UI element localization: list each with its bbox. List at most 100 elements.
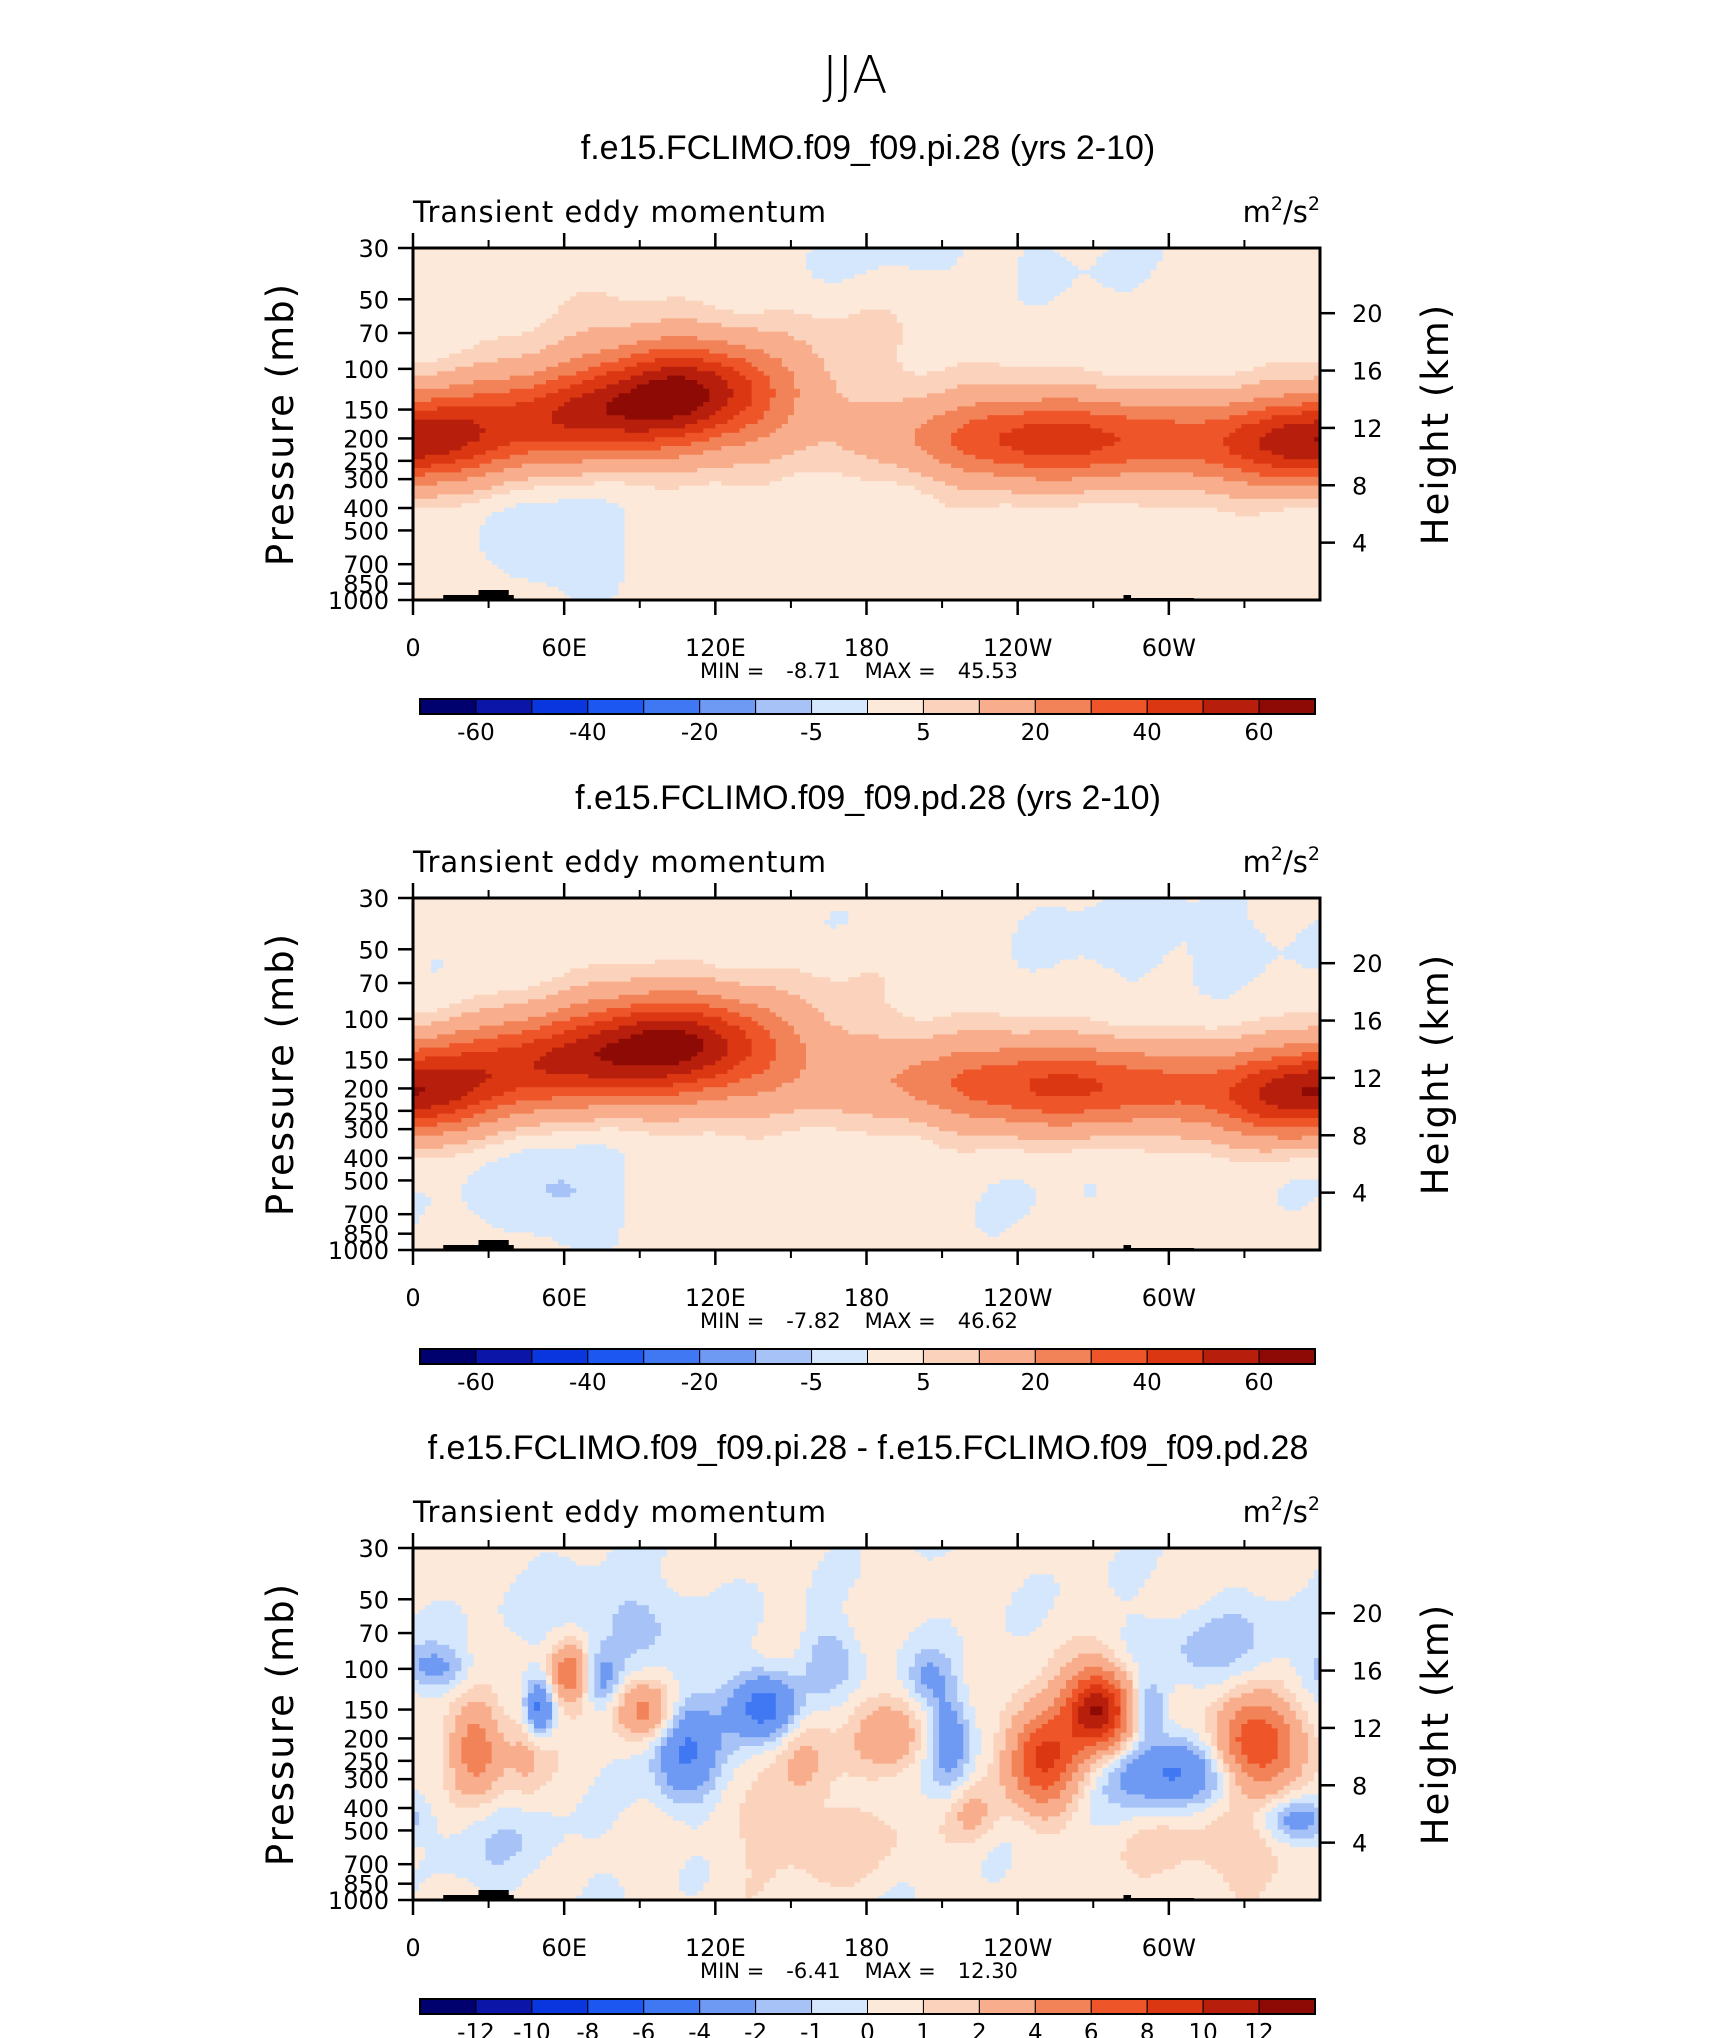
- colorbar-label: -4: [688, 2020, 711, 2038]
- colorbar-swatch: [1146, 1998, 1204, 2015]
- y-tick-label: 50: [358, 1586, 389, 1614]
- contour-field: [413, 1548, 1321, 1901]
- colorbar-swatch: [755, 1998, 813, 2015]
- y-tick-label: 70: [358, 1620, 389, 1648]
- colorbar-swatch: [531, 1348, 589, 1365]
- min-max-summary: MIN = -6.41 MAX = 12.30: [700, 1959, 1018, 1983]
- y-right-tick-label: 8: [1352, 1772, 1367, 1800]
- y-axis-label: Pressure (mb): [259, 282, 302, 566]
- colorbar-label: 8: [1140, 2020, 1155, 2038]
- x-tick-label: 120E: [685, 634, 746, 662]
- colorbar-label: 4: [1028, 2020, 1043, 2038]
- y-tick-label: 30: [358, 235, 389, 263]
- colorbar-swatch: [1258, 1348, 1316, 1365]
- colorbar-label: 10: [1188, 2020, 1217, 2038]
- y-tick-label: 850: [343, 1221, 389, 1249]
- y-tick-label: 50: [358, 936, 389, 964]
- colorbar-swatch: [531, 1998, 589, 2015]
- colorbar-label: 40: [1133, 720, 1162, 746]
- colorbar-swatch: [531, 698, 589, 715]
- colorbar-swatch: [699, 698, 757, 715]
- y-right-tick-label: 4: [1352, 530, 1367, 558]
- units-string: m2/s2: [1243, 193, 1320, 229]
- y-right-tick-label: 20: [1352, 300, 1383, 328]
- y-tick-label: 300: [343, 1116, 389, 1144]
- min-max-summary: MIN = -7.82 MAX = 46.62: [700, 1309, 1018, 1333]
- units-string: m2/s2: [1243, 1493, 1320, 1529]
- y-right-tick-label: 20: [1352, 1600, 1383, 1628]
- colorbar: -60 -40 -20 -5 5 20 40 60: [419, 698, 1316, 746]
- y-axis-label: Pressure (mb): [259, 1582, 302, 1866]
- colorbar-swatch: [1090, 1998, 1148, 2015]
- colorbar-label: 60: [1244, 720, 1273, 746]
- y-tick-label: 200: [343, 425, 389, 453]
- y-right-tick-label: 8: [1352, 472, 1367, 500]
- x-tick-label: 120E: [685, 1284, 746, 1312]
- colorbar-swatch: [475, 698, 533, 715]
- y-tick-label: 30: [358, 1535, 389, 1563]
- colorbar-swatch: [419, 1348, 477, 1365]
- colorbar-label: 40: [1133, 1370, 1162, 1396]
- colorbar-swatch: [867, 1348, 924, 1365]
- y-tick-label: 300: [343, 466, 389, 494]
- colorbar-label: 0: [860, 2020, 875, 2038]
- colorbar: -12 -10 -8 -6 -4 -2 -1 0 1 2 4 6 8 10 12: [419, 1998, 1316, 2038]
- colorbar-swatch: [811, 698, 868, 715]
- y-tick-label: 70: [358, 320, 389, 348]
- colorbar-label: 60: [1244, 1370, 1273, 1396]
- colorbar-swatch: [643, 698, 701, 715]
- colorbar-label: -2: [744, 2020, 767, 2038]
- colorbar-swatch: [1034, 698, 1092, 715]
- colorbar-swatch: [475, 1348, 533, 1365]
- colorbar-swatch: [922, 698, 980, 715]
- x-tick-label: 60W: [1142, 1284, 1196, 1312]
- y-tick-label: 700: [343, 1851, 389, 1879]
- colorbar-label: -40: [569, 720, 607, 746]
- x-tick-label: 60E: [541, 634, 587, 662]
- y-tick-label: 850: [343, 571, 389, 599]
- colorbar-swatch: [867, 1998, 924, 2015]
- y-tick-label: 300: [343, 1766, 389, 1794]
- x-tick-label: 120W: [983, 1934, 1053, 1962]
- colorbar-swatch: [867, 698, 924, 715]
- colorbar-swatch: [1034, 1348, 1092, 1365]
- figure-suptitle: JJA: [822, 46, 887, 106]
- colorbar-label: 1: [916, 2020, 931, 2038]
- colorbar-swatch: [1090, 1348, 1148, 1365]
- x-tick-label: 120W: [983, 1284, 1053, 1312]
- colorbar-swatch: [419, 698, 477, 715]
- y-right-tick-label: 20: [1352, 950, 1383, 978]
- colorbar-swatch: [1202, 1348, 1260, 1365]
- colorbar-swatch: [1090, 698, 1148, 715]
- colorbar-swatch: [922, 1348, 980, 1365]
- colorbar-swatch: [978, 698, 1036, 715]
- y-tick-label: 150: [343, 397, 389, 425]
- left-string: Transient eddy momentum: [412, 1495, 827, 1529]
- y-tick-label: 100: [343, 356, 389, 384]
- colorbar-label: -6: [632, 2020, 655, 2038]
- x-tick-label: 120E: [685, 1934, 746, 1962]
- colorbar-swatch: [587, 1348, 645, 1365]
- colorbar-label: -8: [576, 2020, 599, 2038]
- colorbar-label: -5: [800, 720, 823, 746]
- y-right-tick-label: 12: [1352, 1065, 1383, 1093]
- y-right-tick-label: 4: [1352, 1830, 1367, 1858]
- y-tick-label: 250: [343, 1098, 389, 1126]
- colorbar-swatch: [419, 1998, 477, 2015]
- x-tick-label: 0: [405, 1934, 420, 1962]
- y-tick-label: 700: [343, 1201, 389, 1229]
- colorbar-label: -60: [457, 1370, 495, 1396]
- colorbar-label: -1: [800, 2020, 823, 2038]
- colorbar-label: 20: [1021, 720, 1050, 746]
- y-tick-label: 850: [343, 1871, 389, 1899]
- y-tick-label: 700: [343, 551, 389, 579]
- y-tick-label: 250: [343, 448, 389, 476]
- colorbar-label: -5: [800, 1370, 823, 1396]
- y-tick-label: 400: [343, 1145, 389, 1173]
- colorbar-swatch: [922, 1998, 980, 2015]
- panel-2: f.e15.FCLIMO.f09_f09.pd.28 (yrs 2-10) Tra…: [259, 779, 1457, 1396]
- colorbar-label: 6: [1084, 2020, 1099, 2038]
- y-tick-label: 30: [358, 885, 389, 913]
- colorbar-swatch: [1202, 1998, 1260, 2015]
